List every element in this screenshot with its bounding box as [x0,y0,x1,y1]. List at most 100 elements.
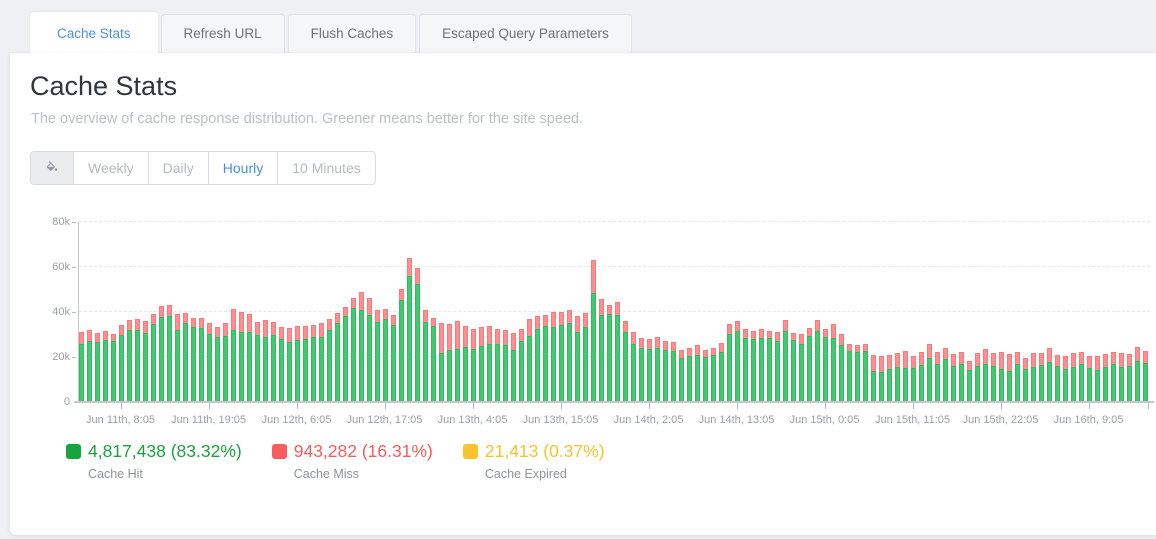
legend-item-cache-expired[interactable]: 21,413 (0.37%) Cache Expired [462,441,605,481]
bar[interactable] [1103,353,1108,402]
bar[interactable] [487,325,492,402]
bar[interactable] [647,339,652,402]
bar[interactable] [615,302,620,402]
interval-option-daily[interactable]: Daily [147,152,208,184]
bar[interactable] [335,312,340,402]
bar[interactable] [695,345,700,402]
bar[interactable] [351,298,356,402]
bar[interactable] [711,348,716,402]
bar[interactable] [383,308,388,402]
tab-escaped-query-parameters[interactable]: Escaped Query Parameters [419,14,632,53]
bar[interactable] [999,352,1004,402]
bar[interactable] [751,330,756,402]
bar[interactable] [631,332,636,402]
bar[interactable] [1023,358,1028,402]
bar[interactable] [367,297,372,402]
bar[interactable] [223,323,228,402]
bar[interactable] [303,325,308,402]
bar[interactable] [975,352,980,402]
bar[interactable] [671,341,676,402]
bar[interactable] [1007,354,1012,402]
bar[interactable] [215,327,220,402]
bar[interactable] [495,328,500,402]
bar[interactable] [551,311,556,402]
bar[interactable] [599,299,604,402]
bar[interactable] [255,321,260,402]
bar[interactable] [823,328,828,402]
bar[interactable] [879,356,884,402]
bar[interactable] [1055,354,1060,402]
bar[interactable] [327,318,332,402]
bar[interactable] [1031,353,1036,402]
bar[interactable] [783,320,788,402]
bar[interactable] [1143,351,1148,402]
bar[interactable] [927,343,932,402]
bar[interactable] [207,323,212,402]
bar[interactable] [183,312,188,402]
bar[interactable] [775,332,780,402]
tab-cache-stats[interactable]: Cache Stats [30,12,158,53]
bar[interactable] [279,327,284,402]
bar[interactable] [991,352,996,402]
bar[interactable] [391,314,396,402]
bar[interactable] [463,326,468,402]
bar[interactable] [719,343,724,402]
bar[interactable] [607,304,612,402]
bar[interactable] [831,324,836,402]
bar[interactable] [1015,351,1020,402]
bar[interactable] [231,309,236,402]
bar[interactable] [1087,356,1092,402]
bar[interactable] [1079,351,1084,402]
bar[interactable] [983,349,988,402]
bar[interactable] [135,318,140,402]
bar[interactable] [111,333,116,402]
bar[interactable] [639,338,644,402]
bar[interactable] [1071,352,1076,402]
bar[interactable] [519,328,524,402]
bar[interactable] [855,345,860,402]
bar[interactable] [815,319,820,402]
bar[interactable] [527,319,532,402]
bar[interactable] [415,267,420,402]
bar[interactable] [959,352,964,402]
bar[interactable] [447,323,452,402]
bar[interactable] [583,312,588,402]
bar[interactable] [1127,353,1132,402]
bar[interactable] [439,322,444,402]
bar[interactable] [375,309,380,402]
bar[interactable] [663,341,668,402]
bar[interactable] [1047,348,1052,402]
bar[interactable] [1095,356,1100,402]
bar[interactable] [887,354,892,402]
bar[interactable] [287,327,292,402]
bar[interactable] [95,332,100,402]
bar[interactable] [567,309,572,402]
bar[interactable] [239,312,244,402]
bar[interactable] [151,313,156,402]
tab-refresh-url[interactable]: Refresh URL [160,14,285,53]
bar[interactable] [295,325,300,402]
bar[interactable] [935,351,940,402]
bar[interactable] [943,348,948,402]
paint-bucket-icon[interactable] [31,152,73,184]
bar[interactable] [735,321,740,402]
bar[interactable] [359,291,364,402]
bar[interactable] [175,313,180,402]
bar[interactable] [431,317,436,402]
bar[interactable] [967,360,972,402]
bar[interactable] [911,356,916,402]
bar[interactable] [455,321,460,402]
tab-flush-caches[interactable]: Flush Caches [287,14,417,53]
bar[interactable] [767,330,772,402]
bar[interactable] [759,329,764,402]
bar[interactable] [743,328,748,402]
bar[interactable] [271,321,276,402]
bar[interactable] [903,350,908,402]
bar[interactable] [1135,346,1140,402]
bar[interactable] [119,325,124,402]
bar[interactable] [247,313,252,402]
bar[interactable] [1111,352,1116,402]
legend-item-cache-hit[interactable]: 4,817,438 (83.32%) Cache Hit [66,441,242,481]
bar[interactable] [807,327,812,402]
bar[interactable] [423,309,428,402]
